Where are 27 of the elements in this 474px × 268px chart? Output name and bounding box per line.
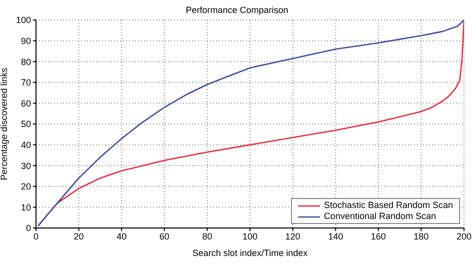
y-tick-label: 90 — [20, 36, 31, 46]
x-tick-label: 60 — [159, 231, 170, 242]
x-tick-label: 200 — [456, 231, 472, 242]
x-tick-label: 20 — [74, 231, 84, 242]
y-tick-label: 80 — [20, 56, 31, 67]
legend-label: Conventional Random Scan — [324, 211, 436, 222]
x-tick-label: 140 — [328, 231, 344, 242]
y-tick-label: 50 — [20, 119, 31, 130]
y-tick-label: 40 — [20, 140, 31, 150]
y-tick-label: 30 — [20, 160, 31, 171]
chart-title: Performance Comparison — [184, 5, 290, 15]
x-tick-label: 0 — [33, 231, 39, 242]
x-axis-title: Search slot index/Time index — [192, 248, 308, 258]
x-tick-label: 120 — [285, 231, 300, 242]
y-tick-label: 10 — [20, 202, 31, 212]
legend-label: Stochastic Based Random Scan — [324, 200, 453, 211]
x-tick-label: 180 — [414, 231, 429, 242]
x-tick-label: 100 — [242, 231, 258, 242]
y-tick-label: 70 — [20, 78, 31, 88]
x-tick-label: 80 — [202, 231, 212, 242]
y-tick-label: 20 — [20, 182, 31, 192]
y-tick-label: 0 — [26, 223, 31, 234]
y-tick-label: 60 — [20, 98, 31, 108]
y-tick-label: 100 — [16, 15, 31, 26]
x-tick-label: 40 — [116, 231, 127, 242]
x-tick-label: 160 — [370, 231, 386, 242]
y-axis-title: Percentage discovered links — [0, 67, 10, 180]
